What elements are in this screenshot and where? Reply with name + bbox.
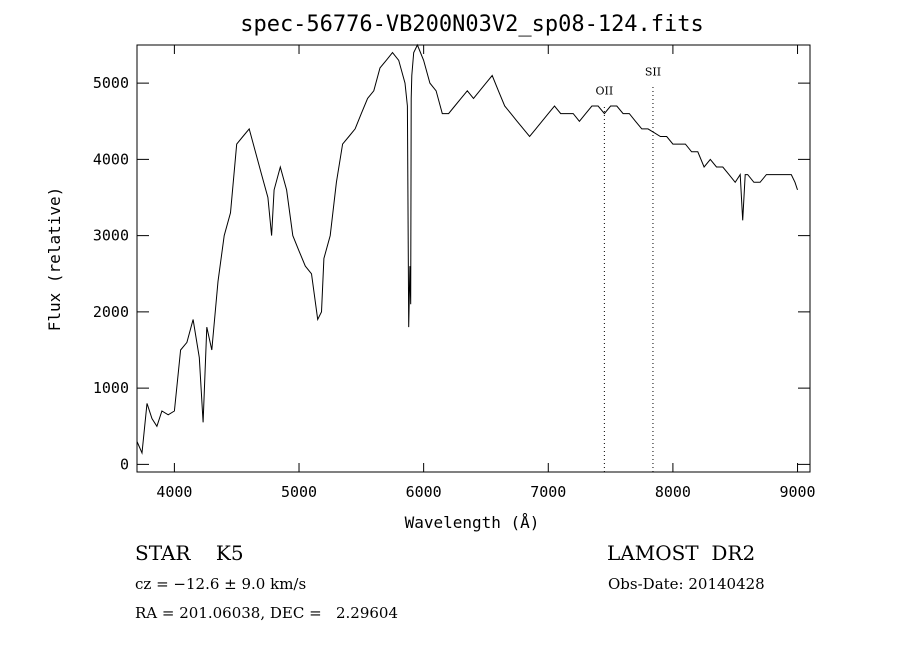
y-axis: 0 1000 2000 3000 4000 5000	[93, 74, 810, 473]
y-axis-label: Flux (relative)	[45, 187, 64, 332]
x-axis: 4000 5000 6000 7000 8000 9000	[156, 45, 816, 501]
velocity-text: cz = −12.6 ± 9.0 km/s	[135, 575, 307, 593]
emission-line-label: OII	[596, 85, 614, 98]
chart-title: spec-56776-VB200N03V2_sp08-124.fits	[240, 12, 704, 37]
x-axis-label: Wavelength (Å)	[405, 513, 540, 532]
obs-date-text: Obs-Date: 20140428	[608, 575, 765, 593]
y-tick-label: 3000	[93, 227, 129, 245]
x-tick-label: 7000	[530, 483, 566, 501]
y-tick-label: 1000	[93, 379, 129, 397]
y-tick-label: 2000	[93, 303, 129, 321]
emission-line-label: SII	[645, 66, 661, 79]
y-tick-label: 4000	[93, 150, 129, 168]
class-label: STAR K5	[135, 541, 244, 565]
plot-frame	[136, 44, 811, 473]
emission-line-markers: OII SII	[596, 66, 661, 472]
survey-label: LAMOST DR2	[607, 541, 756, 565]
x-tick-label: 9000	[779, 483, 815, 501]
x-tick-label: 8000	[655, 483, 691, 501]
spectrum-series-line	[136, 43, 798, 455]
y-tick-label: 0	[120, 455, 129, 473]
x-tick-label: 4000	[156, 483, 192, 501]
coords-text: RA = 201.06038, DEC = 2.29604	[135, 604, 399, 622]
x-tick-label: 6000	[406, 483, 442, 501]
y-tick-label: 5000	[93, 74, 129, 92]
x-tick-label: 5000	[281, 483, 317, 501]
